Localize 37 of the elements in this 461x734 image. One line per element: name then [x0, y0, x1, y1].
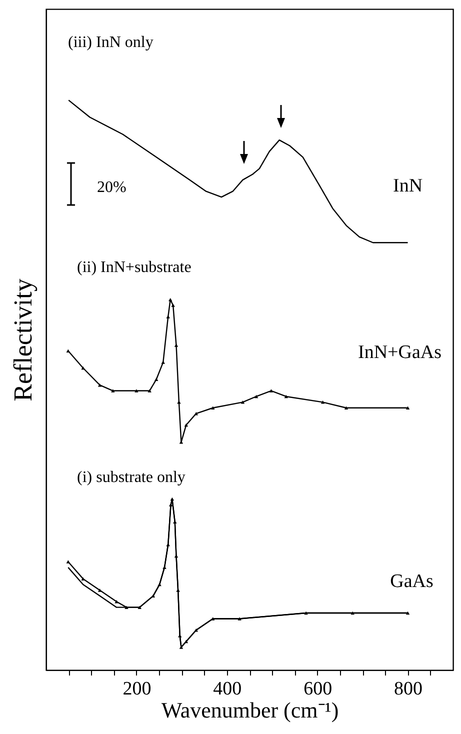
point [81, 577, 85, 580]
point [344, 406, 348, 410]
point [81, 366, 85, 370]
point [66, 560, 70, 564]
point [171, 304, 175, 307]
point [177, 400, 181, 404]
x-tick-label: 400 [213, 678, 242, 700]
annotation: 20% [97, 179, 126, 196]
point [111, 389, 115, 392]
point [240, 400, 245, 404]
text: (iii) InN only [68, 34, 154, 51]
point [284, 394, 288, 398]
annotation: (i) substrate only [77, 469, 186, 486]
x-tick-label: 800 [394, 678, 423, 700]
x-tick-label: 600 [304, 678, 332, 700]
point [98, 383, 102, 387]
y-axis-title: Reflectivity [8, 278, 38, 402]
series-label: GaAs [390, 571, 434, 592]
point [134, 389, 138, 392]
text: InN [392, 176, 423, 197]
x-tick-label: 200 [122, 678, 152, 700]
point [148, 389, 152, 392]
point [66, 349, 70, 353]
point [154, 378, 158, 382]
point [211, 406, 215, 410]
point [269, 389, 274, 392]
annotation: (ii) InN+substrate [77, 259, 192, 276]
point [406, 406, 410, 410]
text: InN+GaAs [358, 342, 442, 363]
point [98, 588, 102, 592]
point [174, 344, 178, 347]
point [254, 394, 258, 398]
x-axis-title: Wavenumber (cm⁻¹) [161, 698, 339, 722]
point [320, 400, 325, 404]
point [161, 360, 165, 364]
point [166, 315, 170, 318]
point [184, 423, 188, 427]
